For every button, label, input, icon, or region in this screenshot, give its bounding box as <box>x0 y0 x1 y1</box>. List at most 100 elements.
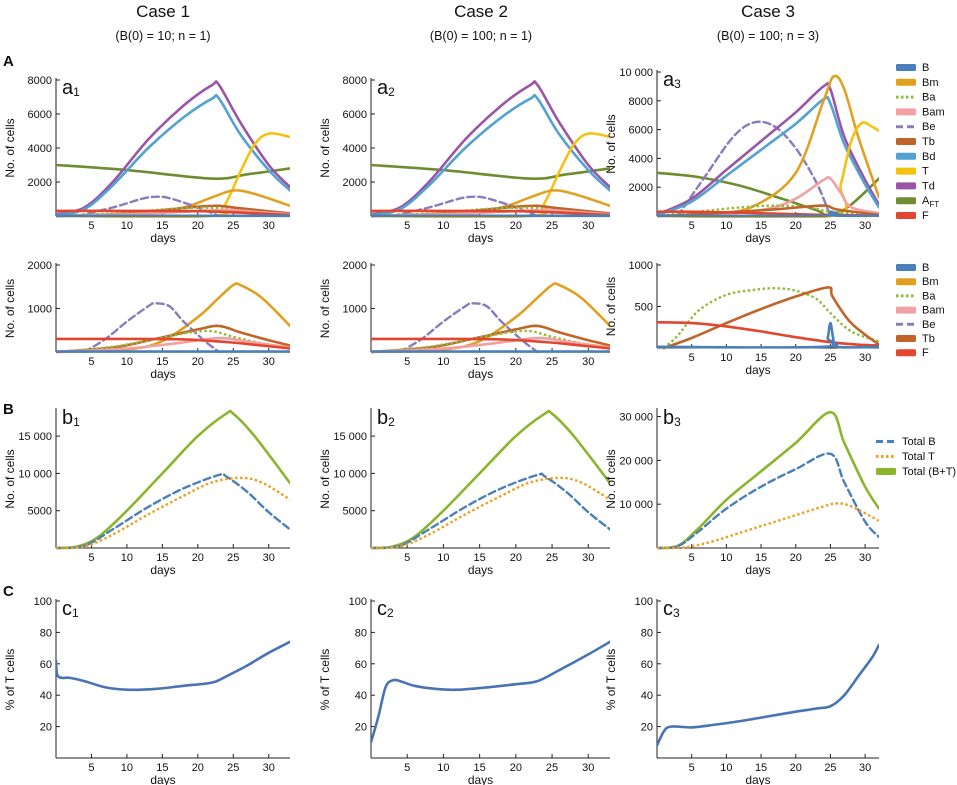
y-axis-label: No. of cells <box>604 449 618 508</box>
series-group <box>56 409 290 550</box>
x-tick-label: 5 <box>689 552 695 564</box>
series-line-PctT <box>56 640 290 692</box>
legend-label-F: F <box>922 210 929 222</box>
panel-label: c3 <box>663 598 680 620</box>
legend-label-Bam: Bam <box>922 305 945 317</box>
x-axis-label: days <box>150 367 175 381</box>
series-line-TotalB <box>371 472 610 550</box>
legend-label-T: T <box>922 166 929 178</box>
legend-label-Be: Be <box>922 121 935 133</box>
y-axis-label: No. of cells <box>3 279 17 338</box>
x-tick-label: 20 <box>790 762 802 774</box>
x-tick-label: 30 <box>859 352 871 364</box>
series-group <box>56 80 290 218</box>
series-line-F <box>371 209 610 217</box>
y-tick-label: 8000 <box>629 96 653 108</box>
x-tick-label: 30 <box>582 220 594 232</box>
x-tick-label: 20 <box>510 356 522 368</box>
x-tick-label: 25 <box>824 352 836 364</box>
x-tick-label: 25 <box>546 356 558 368</box>
series-line-Bd <box>657 95 879 217</box>
x-axis-label: days <box>745 231 770 245</box>
x-axis-label: days <box>745 563 770 577</box>
y-tick-label: 80 <box>355 627 367 639</box>
y-tick-label: 4000 <box>28 143 52 155</box>
series-group <box>657 410 879 550</box>
legend-label-Ba: Ba <box>922 92 936 104</box>
y-tick-label: 60 <box>641 659 653 671</box>
y-axis-label: % of T cells <box>3 649 17 711</box>
y-tick-label: 500 <box>635 302 653 314</box>
x-tick-label: 5 <box>88 356 94 368</box>
y-tick-label: 6000 <box>343 109 367 121</box>
x-tick-label: 30 <box>263 552 275 564</box>
y-tick-label: 2000 <box>343 260 367 272</box>
series-line-Ba <box>663 286 879 349</box>
y-tick-label: 40 <box>641 690 653 702</box>
series-line-F <box>657 321 879 347</box>
series-line-TotalBT <box>657 410 879 550</box>
y-tick-label: 20 <box>355 722 367 734</box>
x-tick-label: 15 <box>755 762 767 774</box>
legend-label-TotalB: Total B <box>902 436 936 448</box>
legend-label-Tb: Tb <box>922 136 935 148</box>
x-tick-label: 15 <box>755 220 767 232</box>
x-axis-label: days <box>468 563 493 577</box>
legend-label-B: B <box>922 62 929 74</box>
series-line-TotalB <box>657 452 879 550</box>
legend-swatch-B <box>896 264 916 271</box>
series-line-Be <box>676 120 832 218</box>
x-tick-label: 25 <box>227 220 239 232</box>
y-tick-label: 20 000 <box>619 455 653 467</box>
x-tick-label: 20 <box>192 762 204 774</box>
legend-populations-zoom: B Bm Ba Bam Be Tb F <box>896 262 945 359</box>
x-tick-label: 30 <box>263 762 275 774</box>
case2-subtitle: (B(0) = 100; n = 1) <box>430 29 532 43</box>
x-tick-label: 25 <box>824 762 836 774</box>
x-axis-label: days <box>468 231 493 245</box>
x-tick-label: 10 <box>720 762 732 774</box>
x-tick-label: 15 <box>156 220 168 232</box>
x-tick-label: 10 <box>720 352 732 364</box>
y-axis-label: No. of cells <box>318 279 332 338</box>
x-tick-label: 10 <box>720 220 732 232</box>
y-tick-label: 15 000 <box>333 431 367 443</box>
panel-a2z: 5 10 15 20 25 30 1000 2000 days No. of cells <box>318 260 610 381</box>
x-tick-label: 5 <box>689 762 695 774</box>
panel-b1: 5 10 15 20 25 30 5000 10 000 15 000 days No. of ce… <box>3 407 290 577</box>
series-line-Be <box>83 302 221 354</box>
x-tick-label: 5 <box>404 762 410 774</box>
y-axis-label: No. of cells <box>3 449 17 508</box>
series-line-AFT <box>371 163 610 180</box>
legend-swatch-Tb <box>896 335 916 342</box>
x-axis-label: days <box>150 563 175 577</box>
x-tick-label: 20 <box>790 220 802 232</box>
x-tick-label: 5 <box>88 762 94 774</box>
x-axis-label: days <box>745 363 770 377</box>
y-tick-label: 15 000 <box>18 431 52 443</box>
y-tick-label: 1000 <box>343 304 367 316</box>
panel-label: a3 <box>663 69 681 91</box>
x-tick-label: 20 <box>510 220 522 232</box>
x-tick-label: 25 <box>227 552 239 564</box>
legend-label-Bm: Bm <box>922 77 939 89</box>
x-tick-label: 20 <box>510 762 522 774</box>
panel-a1z: 5 10 15 20 25 30 1000 2000 days No. of cells <box>3 260 290 381</box>
x-tick-label: 10 <box>437 762 449 774</box>
x-tick-label: 10 <box>121 220 133 232</box>
legend-swatch-F <box>896 349 916 357</box>
series-group <box>371 80 610 218</box>
x-tick-label: 30 <box>263 356 275 368</box>
legend-swatch-B <box>896 64 916 71</box>
y-axis-label: % of T cells <box>604 649 618 711</box>
series-line-Td <box>657 81 879 216</box>
x-tick-label: 25 <box>546 552 558 564</box>
y-tick-label: 80 <box>641 627 653 639</box>
panel-a1: 5 10 15 20 25 30 2000 4000 6000 8000 days No. of ce… <box>3 75 290 245</box>
panel-label-subscript: 2 <box>387 606 394 620</box>
series-line-TotalT <box>371 476 610 550</box>
panel-label: a1 <box>62 77 80 99</box>
legend-swatch-TotalBT <box>876 468 896 475</box>
